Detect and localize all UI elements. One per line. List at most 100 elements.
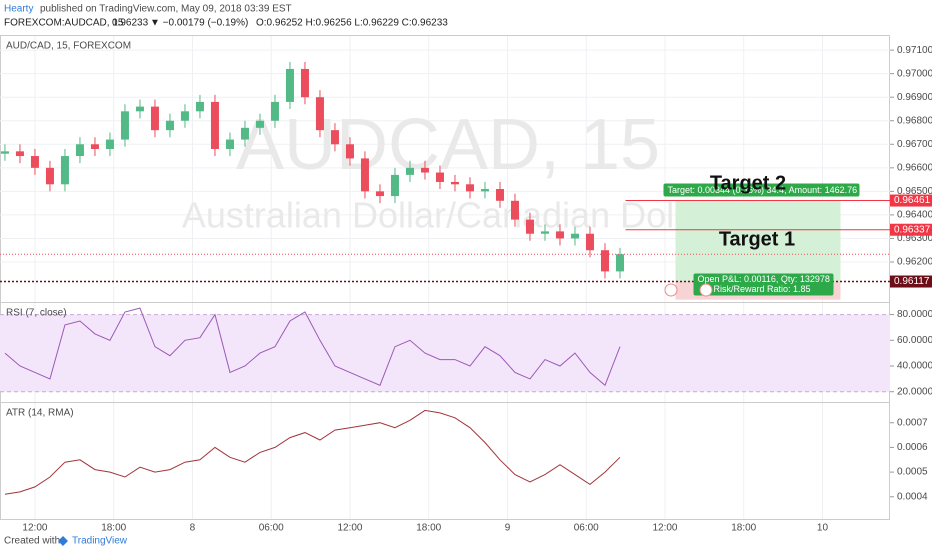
candle-body bbox=[90, 144, 99, 149]
x-tick-label: 12:00 bbox=[652, 523, 677, 534]
candle-body bbox=[270, 101, 279, 121]
candle-body bbox=[15, 151, 24, 157]
indicator-line bbox=[4, 409, 621, 495]
price-label: 0.96461 bbox=[894, 195, 931, 206]
rr-label: Risk/Reward Ratio: 1.85 bbox=[713, 284, 810, 294]
y-tick-label: 0.96800 bbox=[897, 115, 932, 126]
flag-icon bbox=[664, 283, 678, 297]
ohlc: O:0.96252 H:0.96256 L:0.96229 C:0.96233 bbox=[256, 18, 448, 29]
annotation: Target 1 bbox=[719, 228, 795, 250]
candle-body bbox=[240, 127, 249, 140]
candle-body bbox=[615, 254, 624, 272]
y-tick-label: 0.0007 bbox=[897, 417, 928, 428]
price-label: 0.96117 bbox=[894, 276, 930, 287]
candle-body bbox=[525, 219, 534, 234]
y-tick-label: 0.97100 bbox=[897, 45, 932, 56]
candle-body bbox=[345, 144, 354, 159]
candle-body bbox=[390, 174, 399, 197]
x-tick-label: 18:00 bbox=[101, 523, 126, 534]
candle-body bbox=[465, 184, 474, 192]
candle-body bbox=[300, 68, 309, 98]
x-tick-label: 06:00 bbox=[574, 523, 599, 534]
x-tick-label: 18:00 bbox=[416, 523, 441, 534]
candle-body bbox=[180, 111, 189, 121]
y-tick-label: 0.96500 bbox=[897, 186, 932, 197]
footer-created: Created with bbox=[4, 536, 60, 547]
y-tick-label: 0.96900 bbox=[897, 92, 932, 103]
candle-body bbox=[315, 97, 324, 131]
annotation: Target 2 bbox=[710, 172, 786, 194]
price-label-bg bbox=[890, 194, 932, 207]
x-tick-label: 12:00 bbox=[22, 523, 47, 534]
x-tick-label: 10 bbox=[817, 523, 829, 534]
pane-title: ATR (14, RMA) bbox=[6, 408, 74, 419]
y-tick-label: 80.0000 bbox=[897, 309, 932, 320]
rsi-band bbox=[0, 314, 890, 392]
candle-body bbox=[150, 106, 159, 131]
candle-body bbox=[0, 151, 9, 154]
x-tick-label: 8 bbox=[190, 523, 196, 534]
price-label-bg bbox=[890, 275, 932, 288]
candle-body bbox=[330, 130, 339, 145]
candle-body bbox=[585, 233, 594, 251]
candle-body bbox=[255, 120, 264, 128]
candle-body bbox=[135, 106, 144, 112]
pnl-label-bg bbox=[693, 273, 834, 296]
candle-body bbox=[75, 144, 84, 157]
candle-body bbox=[120, 111, 129, 140]
flag-icon bbox=[699, 283, 713, 297]
y-tick-label: 0.96700 bbox=[897, 139, 932, 150]
indicator-line bbox=[4, 307, 621, 387]
y-tick-label: 0.96300 bbox=[897, 233, 932, 244]
x-tick-label: 18:00 bbox=[731, 523, 756, 534]
candle-body bbox=[495, 189, 504, 201]
candle-body bbox=[450, 181, 459, 185]
candle-body bbox=[480, 189, 489, 192]
published: published on TradingView.com, May 09, 20… bbox=[40, 4, 292, 15]
y-tick-label: 20.0000 bbox=[897, 386, 932, 397]
footer-brand: TradingView bbox=[72, 536, 128, 547]
candle-body bbox=[195, 101, 204, 112]
x-tick-label: 12:00 bbox=[337, 523, 362, 534]
pnl-label: Open P&L: 0.00116, Qty: 132978 bbox=[697, 274, 829, 284]
pane-title: RSI (7, close) bbox=[6, 308, 67, 319]
symbol: FOREXCOM:AUDCAD, 15 bbox=[4, 18, 124, 29]
watermark-name: Australian Dollar/Canadian Dollar bbox=[182, 195, 714, 236]
price-label-bg bbox=[890, 223, 932, 236]
y-tick-label: 0.0004 bbox=[897, 491, 928, 502]
logo bbox=[58, 536, 68, 546]
y-tick-label: 0.0006 bbox=[897, 442, 928, 453]
candle-body bbox=[510, 200, 519, 220]
price-label: 0.96337 bbox=[894, 224, 931, 235]
candle-body bbox=[435, 172, 444, 182]
candle-body bbox=[60, 156, 69, 185]
profit-zone bbox=[675, 200, 841, 282]
candle-body bbox=[420, 167, 429, 173]
watermark: AUDCAD, 15 Australian Dollar/Canadian Dol… bbox=[182, 105, 714, 236]
author: Hearty bbox=[4, 4, 33, 15]
target-label-bg bbox=[663, 183, 860, 197]
candle-body bbox=[375, 191, 384, 197]
candle-body bbox=[225, 139, 234, 149]
candle-body bbox=[570, 233, 579, 239]
target-label: Target: 0.00344 (0.36%) 34.4, Amount: 14… bbox=[667, 185, 857, 195]
price: 0.96233 bbox=[112, 18, 149, 29]
y-tick-label: 0.96200 bbox=[897, 257, 932, 268]
candle-body bbox=[210, 101, 219, 149]
pane-title: AUD/CAD, 15, FOREXCOM bbox=[6, 41, 131, 52]
candle-body bbox=[405, 167, 414, 175]
candle-body bbox=[285, 68, 294, 102]
x-tick-label: 9 bbox=[505, 523, 511, 534]
y-tick-label: 0.0005 bbox=[897, 467, 928, 478]
x-tick-label: 06:00 bbox=[259, 523, 284, 534]
frame bbox=[0, 35, 890, 520]
candle-body bbox=[540, 231, 549, 234]
candle-body bbox=[600, 250, 609, 272]
y-tick-label: 60.0000 bbox=[897, 335, 932, 346]
watermark-symbol: AUDCAD, 15 bbox=[236, 105, 660, 185]
y-tick-label: 0.97000 bbox=[897, 68, 932, 79]
y-tick-label: 0.96400 bbox=[897, 210, 932, 221]
candle-body bbox=[165, 120, 174, 131]
y-tick-label: 40.0000 bbox=[897, 361, 932, 372]
